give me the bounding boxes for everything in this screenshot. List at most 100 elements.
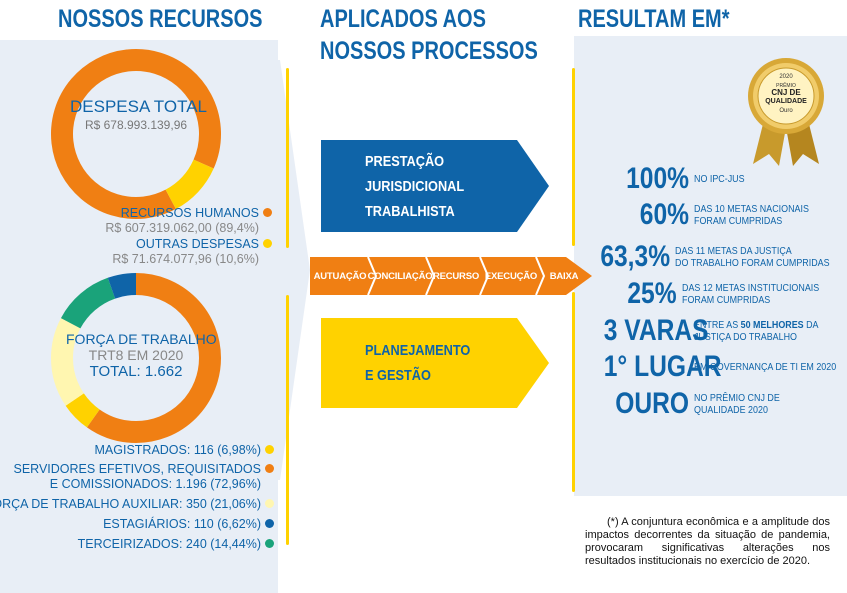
result-national-goals: 60% DAS 10 METAS NACIONAIS FORAM CUMPRID… bbox=[585, 198, 843, 232]
result-labor-goals-desc2: DO TRABALHO FORAM CUMPRIDAS bbox=[675, 257, 830, 269]
result-labor-goals-desc1: DAS 11 METAS DA JUSTIÇA bbox=[675, 245, 792, 257]
process-steps-separators bbox=[367, 257, 546, 295]
workforce-legend: MAGISTRADOS: 116 (6,98%) SERVIDORES EFET… bbox=[0, 440, 274, 555]
result-top-courts-value: 3 VARAS bbox=[603, 314, 709, 347]
yellow-dot-icon bbox=[265, 445, 274, 454]
light-yellow-dot-icon bbox=[265, 499, 274, 508]
jurisdictional-arrow bbox=[321, 140, 549, 232]
seal-line2: CNJ DE bbox=[771, 88, 801, 97]
result-top-courts-desc: ENTRE AS 50 MELHORES DA JUSTIÇA DO TRABA… bbox=[694, 319, 819, 343]
blue-dot-icon bbox=[265, 519, 274, 528]
jurisdictional-line2: JURISDICIONAL bbox=[365, 178, 465, 195]
result-national-goals-desc: DAS 10 METAS NACIONAIS FORAM CUMPRIDAS bbox=[694, 203, 809, 227]
workforce-donut-chart bbox=[51, 273, 221, 443]
result-gold-award-desc: NO PRÊMIO CNJ DE QUALIDADE 2020 bbox=[694, 392, 780, 416]
workforce-title: FORÇA DE TRABALHO bbox=[66, 331, 217, 347]
right-divider-top bbox=[572, 68, 575, 246]
result-institutional-goals-desc2: FORAM CUMPRIDAS bbox=[681, 294, 770, 306]
result-it-governance-desc: EM GOVERNANÇA DE TI EM 2020 bbox=[694, 361, 836, 373]
legend-human-resources-value: R$ 607.319.062,00 (89,4%) bbox=[105, 221, 259, 236]
legend-outsourced-label: TERCEIRIZADOS: 240 (14,44%) bbox=[77, 537, 261, 551]
legend-auxiliary-label: FORÇA DE TRABALHO AUXILIAR: 350 (21,06%) bbox=[0, 497, 261, 511]
result-national-goals-desc2: FORAM CUMPRIDAS bbox=[694, 215, 783, 227]
heading-processes-line1: APLICADOS AOS bbox=[320, 5, 486, 33]
resources-panel bbox=[0, 40, 278, 593]
result-labor-goals: 63,3% DAS 11 METAS DA JUSTIÇA DO TRABALH… bbox=[585, 240, 843, 274]
result-top-courts-desc2: JUSTIÇA DO TRABALHO bbox=[694, 331, 797, 343]
yellow-dot-icon bbox=[263, 239, 272, 248]
other-expenses-value: R$ 71.674.077,96 (10,6%) bbox=[112, 252, 259, 266]
result-national-goals-desc1: DAS 10 METAS NACIONAIS bbox=[694, 203, 809, 215]
result-top-courts: 3 VARAS ENTRE AS 50 MELHORES DA JUSTIÇA … bbox=[585, 314, 843, 348]
seal-line1: PRÊMIO bbox=[776, 81, 796, 89]
result-labor-goals-desc: DAS 11 METAS DA JUSTIÇA DO TRABALHO FORA… bbox=[675, 245, 830, 269]
legend-outsourced: TERCEIRIZADOS: 240 (14,44%) bbox=[78, 537, 274, 552]
result-gold-award: OURO NO PRÊMIO CNJ DE QUALIDADE 2020 bbox=[585, 387, 843, 421]
expense-title: DESPESA TOTAL bbox=[70, 97, 208, 116]
legend-other-expenses: OUTRAS DESPESAS bbox=[136, 237, 272, 252]
step-execucao: EXECUÇÃO bbox=[484, 270, 538, 282]
result-institutional-goals-desc1: DAS 12 METAS INSTITUCIONAIS bbox=[681, 282, 819, 294]
legend-interns-label: ESTAGIÁRIOS: 110 (6,62%) bbox=[103, 517, 261, 531]
legend-magistrates: MAGISTRADOS: 116 (6,98%) bbox=[94, 443, 274, 458]
legend-auxiliary: FORÇA DE TRABALHO AUXILIAR: 350 (21,06%) bbox=[0, 497, 274, 512]
result-institutional-goals-desc: DAS 12 METAS INSTITUCIONAIS FORAM CUMPRI… bbox=[682, 282, 819, 306]
expense-slice-0 bbox=[50, 48, 221, 219]
legend-other-expenses-label: OUTRAS DESPESAS bbox=[136, 237, 259, 251]
left-chevron-decoration bbox=[270, 60, 310, 480]
planning-arrow bbox=[321, 318, 549, 408]
result-top-courts-desc1-post: DA bbox=[803, 319, 819, 331]
legend-human-resources: RECURSOS HUMANOS bbox=[121, 206, 272, 221]
result-ipc-jus-value: 100% bbox=[626, 162, 689, 195]
seal-line3: QUALIDADE bbox=[765, 98, 807, 105]
result-ipc-jus-desc: NO IPC-JUS bbox=[694, 173, 745, 185]
step-recurso: RECURSO bbox=[432, 270, 480, 282]
planning-line1: PLANEJAMENTO bbox=[365, 342, 471, 359]
heading-resources: NOSSOS RECURSOS bbox=[58, 5, 263, 33]
heading-processes-line2: NOSSOS PROCESSOS bbox=[320, 37, 538, 65]
heading-results: RESULTAM EM* bbox=[578, 5, 730, 33]
result-top-courts-desc1-bold: 50 MELHORES bbox=[740, 319, 804, 331]
result-labor-goals-value: 63,3% bbox=[600, 240, 671, 273]
expense-slice-1 bbox=[50, 48, 221, 219]
green-dot-icon bbox=[265, 539, 274, 548]
orange-dot-icon bbox=[265, 464, 274, 473]
legend-servers-label-line1: SERVIDORES EFETIVOS, REQUISITADOS bbox=[13, 462, 261, 476]
result-institutional-goals-value: 25% bbox=[627, 277, 677, 310]
result-gold-award-value: OURO bbox=[615, 387, 689, 420]
workforce-subtitle: TRT8 EM 2020 bbox=[88, 347, 184, 363]
legend-magistrates-label: MAGISTRADOS: 116 (6,98%) bbox=[94, 443, 262, 457]
human-resources-value: R$ 607.319.062,00 (89,4%) bbox=[105, 221, 259, 235]
result-gold-award-desc2: QUALIDADE 2020 bbox=[694, 404, 768, 416]
legend-other-expenses-value: R$ 71.674.077,96 (10,6%) bbox=[112, 252, 259, 267]
legend-human-resources-label: RECURSOS HUMANOS bbox=[120, 206, 259, 220]
step-conciliacao: CONCILIAÇÃO bbox=[367, 270, 433, 282]
seal-line4: Ouro bbox=[779, 108, 793, 114]
workforce-slice-2 bbox=[51, 273, 221, 443]
result-national-goals-value: 60% bbox=[639, 198, 689, 231]
step-baixa: BAIXA bbox=[549, 270, 579, 282]
planning-arrow-text: PLANEJAMENTO E GESTÃO bbox=[365, 338, 470, 388]
planning-line2: E GESTÃO bbox=[365, 367, 431, 384]
jurisdictional-line1: PRESTAÇÃO bbox=[365, 153, 445, 170]
legend-interns: ESTAGIÁRIOS: 110 (6,62%) bbox=[103, 517, 274, 532]
left-divider-top bbox=[286, 68, 289, 248]
expense-legend: RECURSOS HUMANOS R$ 607.319.062,00 (89,4… bbox=[0, 206, 272, 266]
result-ipc-jus-desc1: NO IPC-JUS bbox=[694, 173, 745, 185]
expense-total: R$ 678.993.139,96 bbox=[84, 118, 188, 132]
right-divider-bottom bbox=[572, 292, 575, 492]
expense-donut-chart bbox=[50, 48, 221, 219]
left-divider-bottom bbox=[286, 295, 289, 545]
step-autuacao: AUTUAÇÃO bbox=[313, 270, 367, 282]
orange-dot-icon bbox=[263, 208, 272, 217]
workforce-total: TOTAL: 1.662 bbox=[89, 363, 183, 380]
cnj-quality-seal-icon: 2020 PRÊMIO CNJ DE QUALIDADE Ouro bbox=[748, 58, 824, 166]
result-it-governance-value: 1° LUGAR bbox=[603, 350, 722, 383]
result-institutional-goals: 25% DAS 12 METAS INSTITUCIONAIS FORAM CU… bbox=[585, 277, 843, 311]
jurisdictional-arrow-text: PRESTAÇÃO JURISDICIONAL TRABALHISTA bbox=[365, 149, 464, 224]
legend-servers-label-line2: E COMISSIONADOS: 1.196 (72,96%) bbox=[49, 477, 261, 491]
result-it-governance: 1° LUGAR EM GOVERNANÇA DE TI EM 2020 bbox=[585, 350, 843, 384]
workforce-slice-4 bbox=[51, 273, 221, 443]
footnote: (*) A conjuntura econômica e a amplitude… bbox=[585, 516, 830, 567]
result-top-courts-desc1: ENTRE AS 50 MELHORES DA bbox=[694, 319, 819, 331]
